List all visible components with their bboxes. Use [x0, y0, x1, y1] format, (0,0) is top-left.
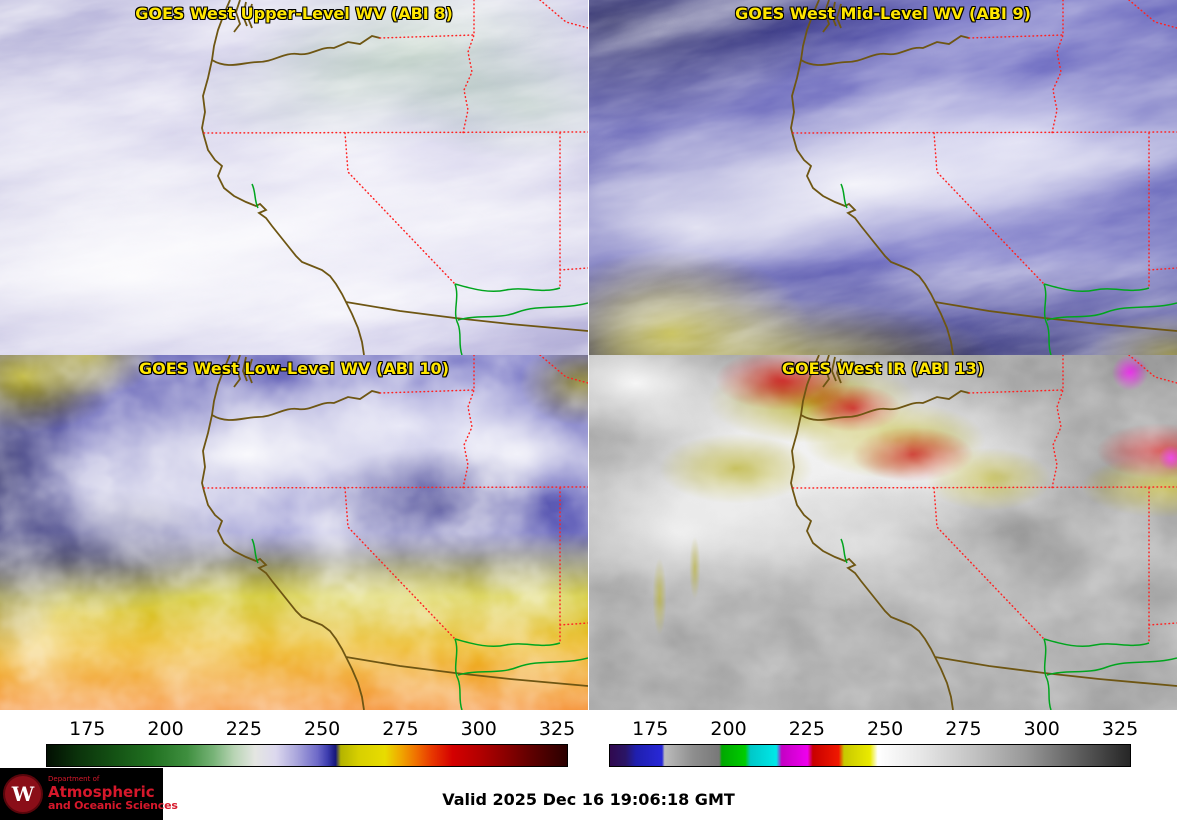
- aos-department-logo: W Department of Atmospheric and Oceanic …: [0, 768, 178, 820]
- uw-crest-icon: W: [3, 774, 43, 814]
- colorbar-tick-label: 200: [710, 718, 747, 740]
- colorbar-tick-label: 300: [1023, 718, 1060, 740]
- colorbar-tick-label: 250: [303, 718, 341, 740]
- cloud-texture: [0, 355, 588, 710]
- map-overlay: [790, 355, 1177, 710]
- cloud-texture: [589, 355, 1177, 710]
- panel-low-level-wv: GOES West Low-Level WV (ABI 10): [0, 355, 588, 710]
- department-line2: Atmospheric: [48, 782, 155, 801]
- colorbar-tick-label: 200: [147, 718, 184, 740]
- footer: W Department of Atmospheric and Oceanic …: [0, 768, 1177, 820]
- department-line3: and Oceanic Sciences: [48, 798, 178, 812]
- colorbar-tick-label: 325: [1101, 718, 1139, 740]
- colorbar-tick-label: 225: [225, 718, 262, 740]
- department-line1: Department of: [48, 775, 100, 784]
- panel-title: GOES West Low-Level WV (ABI 10): [138, 359, 449, 378]
- panel-title: GOES West Mid-Level WV (ABI 9): [735, 4, 1031, 23]
- colorbar-wv-tick-labels: 175 200 225 250 275 300 325: [46, 716, 575, 744]
- colorbar-tick-label: 225: [788, 718, 825, 740]
- map-overlay: [790, 0, 1177, 355]
- panel-upper-level-wv: GOES West Upper-Level WV (ABI 8): [0, 0, 588, 355]
- colorbar-ir-gradient: [609, 744, 1131, 767]
- department-name: Department of Atmospheric and Oceanic Sc…: [48, 776, 178, 812]
- colorbar-row: 175 200 225 250 275 300 325 175 200 225 250 275 300…: [0, 710, 1177, 768]
- panel-mid-level-wv: GOES West Mid-Level WV (ABI 9): [589, 0, 1177, 355]
- cloud-texture: [0, 0, 588, 355]
- colorbar-infrared: 175 200 225 250 275 300 325: [609, 716, 1138, 767]
- colorbar-tick-label: 275: [382, 718, 419, 740]
- map-overlay: [201, 355, 588, 710]
- colorbar-tick-label: 325: [538, 718, 576, 740]
- satellite-panel-grid: GOES West Upper-Level WV (ABI 8) GOES We…: [0, 0, 1177, 710]
- colorbar-tick-label: 275: [945, 718, 982, 740]
- map-overlay: [201, 0, 588, 355]
- cloud-texture: [589, 0, 1177, 355]
- colorbar-wv-gradient: [46, 744, 568, 767]
- colorbar-tick-label: 250: [866, 718, 904, 740]
- colorbar-tick-label: 300: [460, 718, 497, 740]
- colorbar-ir-tick-labels: 175 200 225 250 275 300 325: [609, 716, 1138, 744]
- colorbar-tick-label: 175: [69, 718, 106, 740]
- colorbar-water-vapor: 175 200 225 250 275 300 325: [46, 716, 575, 767]
- valid-time-label: Valid 2025 Dec 16 19:06:18 GMT: [442, 790, 735, 809]
- colorbar-tick-label: 175: [632, 718, 669, 740]
- panel-ir: GOES West IR (ABI 13): [589, 355, 1177, 710]
- panel-title: GOES West IR (ABI 13): [781, 359, 985, 378]
- panel-title: GOES West Upper-Level WV (ABI 8): [135, 4, 453, 23]
